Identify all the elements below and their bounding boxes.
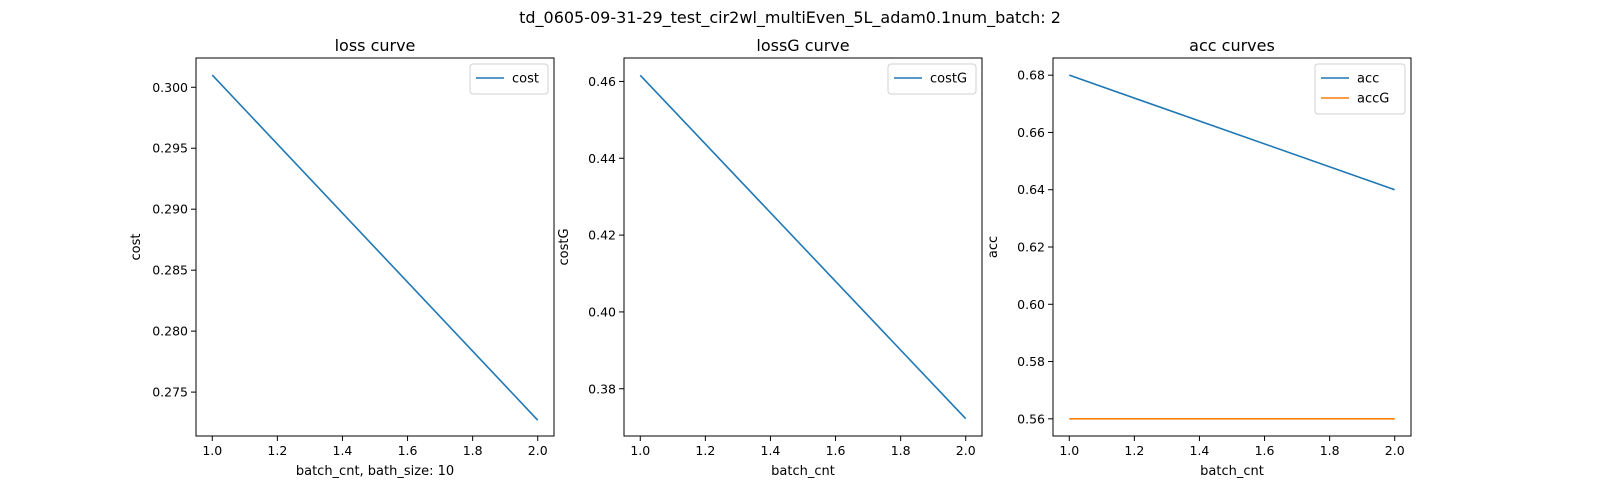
y-tick-label: 0.62 — [1017, 240, 1045, 255]
x-tick-label: 1.6 — [826, 443, 846, 458]
x-tick-label: 1.2 — [1124, 443, 1144, 458]
y-tick-label: 0.280 — [152, 324, 188, 339]
x-tick-label: 1.0 — [202, 443, 222, 458]
series-line-cost — [211, 74, 539, 421]
loss-curve-chart: loss curve 1.0 1.2 1.4 1.6 1.8 2.0 0.275 0.280 0.… — [129, 36, 555, 479]
y-tick-label: 0.46 — [588, 74, 616, 89]
y-tick-label: 0.300 — [152, 80, 188, 95]
plot-area-frame — [1052, 57, 1412, 437]
plot-area-frame — [195, 57, 555, 437]
x-tick-label: 1.0 — [1059, 443, 1079, 458]
x-tick-label: 1.8 — [463, 443, 483, 458]
legend-label-acc: acc — [1357, 72, 1379, 87]
y-tick-label: 0.38 — [588, 381, 616, 396]
x-tick-label: 1.4 — [1190, 443, 1210, 458]
legend-label-accG: accG — [1357, 92, 1389, 107]
x-axis-label: batch_cnt, bath_size: 10 — [296, 464, 454, 479]
y-tick-label: 0.68 — [1017, 68, 1045, 83]
y-tick-label: 0.285 — [152, 263, 188, 278]
x-tick-label: 1.8 — [891, 443, 911, 458]
x-axis-label: batch_cnt — [771, 464, 835, 479]
acc-curves-chart: acc curves 1.0 1.2 1.4 1.6 1.8 2.0 0.56 0.58 0.60… — [986, 36, 1412, 479]
x-tick-label: 1.6 — [398, 443, 418, 458]
legend: acc accG — [1314, 63, 1406, 115]
legend: cost — [469, 63, 549, 95]
x-axis-label: batch_cnt — [1200, 464, 1264, 479]
legend-box — [887, 63, 977, 95]
x-tick-label: 1.2 — [695, 443, 715, 458]
y-tick-label: 0.275 — [152, 385, 188, 400]
legend-label-cost: cost — [512, 72, 539, 87]
chart-title: loss curve — [335, 36, 416, 55]
x-tick-label: 2.0 — [956, 443, 976, 458]
chart-title: lossG curve — [756, 36, 849, 55]
x-tick-label: 1.0 — [630, 443, 650, 458]
y-axis-label: acc — [986, 236, 1001, 258]
y-tick-label: 0.42 — [588, 228, 616, 243]
x-tick-label: 2.0 — [1385, 443, 1405, 458]
y-tick-label: 0.66 — [1017, 125, 1045, 140]
x-tick-label: 1.6 — [1255, 443, 1275, 458]
legend-label-costG: costG — [930, 72, 967, 87]
x-tick-label: 1.8 — [1320, 443, 1340, 458]
y-tick-label: 0.40 — [588, 304, 616, 319]
lossG-curve-chart: lossG curve 1.0 1.2 1.4 1.6 1.8 2.0 0.38 0.40 0.4… — [557, 36, 983, 479]
legend-box — [469, 63, 549, 95]
x-tick-label: 1.2 — [267, 443, 287, 458]
y-tick-label: 0.64 — [1017, 182, 1045, 197]
y-axis-label: cost — [129, 234, 144, 261]
y-tick-label: 0.56 — [1017, 411, 1045, 426]
y-tick-label: 0.44 — [588, 151, 616, 166]
legend-box — [1314, 63, 1406, 115]
figure-suptitle: td_0605-09-31-29_test_cir2wl_multiEven_5… — [519, 8, 1061, 28]
x-tick-label: 1.4 — [761, 443, 781, 458]
chart-title: acc curves — [1189, 36, 1275, 55]
y-tick-label: 0.60 — [1017, 297, 1045, 312]
x-tick-label: 2.0 — [528, 443, 548, 458]
legend: costG — [887, 63, 977, 95]
y-tick-label: 0.295 — [152, 141, 188, 156]
y-tick-label: 0.58 — [1017, 354, 1045, 369]
series-line-costG — [639, 74, 967, 420]
plot-area-frame — [623, 57, 983, 437]
series-line-acc — [1069, 74, 1395, 191]
y-tick-label: 0.290 — [152, 202, 188, 217]
y-axis-label: costG — [557, 228, 572, 265]
x-tick-label: 1.4 — [333, 443, 353, 458]
